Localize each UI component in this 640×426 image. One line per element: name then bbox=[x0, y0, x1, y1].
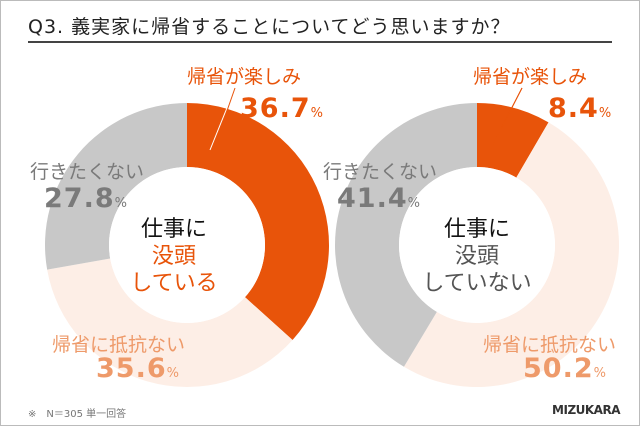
center-line-1: 仕事に bbox=[140, 217, 207, 242]
brand-logo: MIZUKARA bbox=[552, 403, 620, 417]
right-donut-hole bbox=[399, 167, 555, 323]
center-line-1: 仕事に bbox=[443, 217, 510, 242]
left-label-no-resistance: 帰省に抵抗ない bbox=[52, 334, 186, 356]
left-value-enjoy: 36.7% bbox=[240, 93, 324, 124]
center-line-2: 没頭 bbox=[454, 244, 499, 269]
right-slice-dont-want bbox=[334, 103, 477, 367]
left-slice-enjoy bbox=[187, 103, 329, 340]
right-slice-no-resistance bbox=[403, 122, 620, 388]
left-donut-hole bbox=[109, 167, 265, 323]
title-underline bbox=[28, 41, 612, 43]
left-slice-dont-want bbox=[44, 103, 187, 270]
right-slice-enjoy bbox=[477, 103, 549, 178]
left-label-enjoy: 帰省が楽しみ bbox=[187, 66, 302, 88]
right-value-no-resistance: 50.2% bbox=[523, 353, 607, 384]
right-label-enjoy: 帰省が楽しみ bbox=[473, 66, 588, 88]
center-line-3: していない bbox=[422, 271, 532, 296]
right-label-no-resistance: 帰省に抵抗ない bbox=[483, 334, 617, 356]
left-leader-line bbox=[209, 87, 236, 151]
left-slice-no-resistance bbox=[47, 258, 293, 387]
right-label-dont-want: 行きたくない bbox=[323, 161, 438, 183]
left-leader-line-outer bbox=[220, 87, 236, 129]
sample-note: ※ N＝305 単一回答 bbox=[28, 409, 127, 420]
center-line-2: 没頭 bbox=[151, 244, 196, 269]
left-label-dont-want: 行きたくない bbox=[30, 161, 145, 183]
left-value-no-resistance: 35.6% bbox=[96, 353, 180, 384]
right-value-enjoy: 8.4% bbox=[548, 93, 613, 124]
left-value-dont-want: 27.8% bbox=[44, 183, 128, 214]
left-center-label: 仕事に 没頭 している bbox=[109, 216, 239, 297]
right-value-dont-want: 41.4% bbox=[337, 183, 421, 214]
right-leader-line-outer bbox=[501, 87, 523, 128]
center-line-3: している bbox=[130, 271, 218, 296]
chart-title: Q3. 義実家に帰省することについてどう思いますか？ bbox=[28, 16, 511, 38]
right-center-label: 仕事に 没頭 していない bbox=[412, 216, 542, 297]
